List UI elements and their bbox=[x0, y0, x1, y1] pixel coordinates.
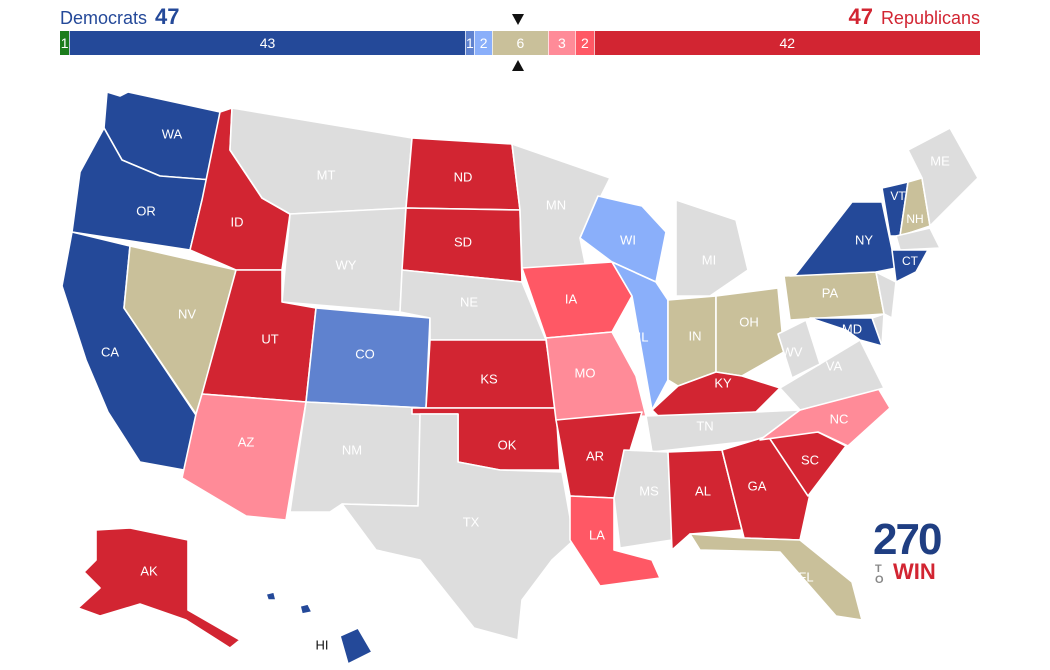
state-ak[interactable] bbox=[77, 527, 241, 649]
logo-to-letter-o: O bbox=[875, 574, 884, 586]
seat-bar-segment: 6 bbox=[492, 31, 548, 55]
republicans-seat-count: 47 bbox=[848, 4, 873, 29]
logo-to-letter-t: T bbox=[875, 563, 882, 575]
state-ga[interactable] bbox=[721, 435, 811, 541]
state-ms[interactable] bbox=[613, 449, 673, 549]
state-in[interactable] bbox=[667, 295, 717, 387]
state-ct[interactable] bbox=[891, 249, 929, 283]
seat-bar-segment: 42 bbox=[593, 31, 980, 55]
state-la[interactable] bbox=[569, 495, 661, 587]
republicans-header: 47 Republicans bbox=[840, 4, 980, 32]
majority-marker-down-triangle-icon bbox=[512, 14, 524, 25]
state-label-hi: HI bbox=[316, 637, 329, 652]
state-mi[interactable] bbox=[675, 199, 749, 297]
state-al[interactable] bbox=[667, 449, 743, 551]
logo-to: T O bbox=[875, 564, 884, 586]
seat-bar-segment: 43 bbox=[69, 31, 465, 55]
logo-number: 270 bbox=[873, 515, 942, 564]
state-co[interactable] bbox=[305, 307, 431, 409]
democrats-header: Democrats 47 bbox=[60, 4, 188, 32]
state-nm[interactable] bbox=[289, 401, 427, 513]
state-pa[interactable] bbox=[783, 271, 885, 321]
seat-bar-segment: 1 bbox=[60, 31, 70, 55]
seat-bar-segment: 3 bbox=[547, 31, 576, 55]
state-md[interactable] bbox=[809, 317, 883, 347]
state-hi[interactable] bbox=[265, 591, 373, 665]
state-sd[interactable] bbox=[401, 207, 523, 283]
democrats-seat-count: 47 bbox=[155, 4, 180, 29]
270towin-logo[interactable]: 270 T O WIN bbox=[873, 518, 963, 588]
state-tx[interactable] bbox=[341, 413, 575, 641]
state-me[interactable] bbox=[907, 127, 979, 227]
state-fl[interactable] bbox=[689, 533, 863, 621]
state-az[interactable] bbox=[181, 393, 307, 521]
state-nd[interactable] bbox=[405, 137, 521, 211]
majority-marker-up-triangle-icon bbox=[512, 60, 524, 71]
seat-bar-segment: 2 bbox=[575, 31, 594, 55]
state-ks[interactable] bbox=[425, 339, 557, 409]
seat-bar-segment: 2 bbox=[473, 31, 493, 55]
state-wv[interactable] bbox=[777, 319, 821, 379]
state-mo[interactable] bbox=[545, 331, 647, 421]
state-ia[interactable] bbox=[521, 261, 633, 339]
state-ny[interactable] bbox=[789, 201, 897, 277]
state-wy[interactable] bbox=[281, 207, 407, 313]
state-ma[interactable] bbox=[895, 227, 941, 251]
state-nj[interactable] bbox=[875, 271, 897, 319]
seat-bar-segment: 1 bbox=[464, 31, 474, 55]
logo-win: WIN bbox=[893, 559, 936, 584]
state-oh[interactable] bbox=[715, 287, 785, 377]
republicans-label: Republicans bbox=[880, 8, 980, 28]
democrats-label: Democrats bbox=[60, 8, 148, 28]
seat-balance-bar: 1 43 1 2 6 3 2 42 bbox=[60, 31, 980, 55]
